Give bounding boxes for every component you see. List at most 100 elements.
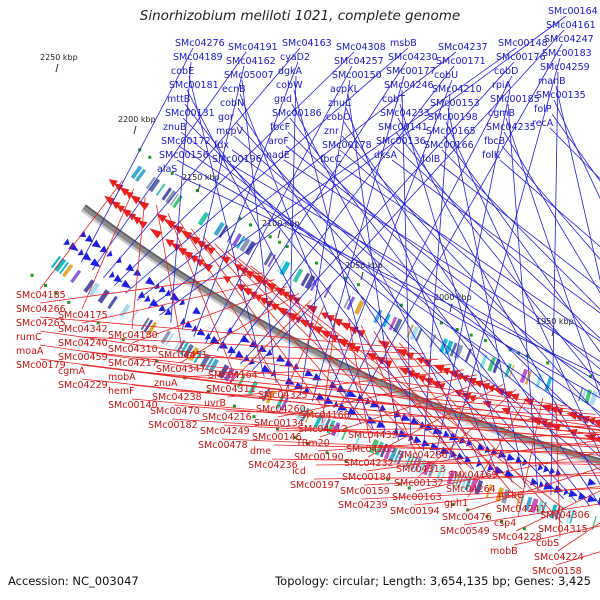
forward-label-leader <box>287 75 297 390</box>
reverse-gene-label: SMc04342 <box>58 324 108 335</box>
forward-label-leader <box>439 163 600 289</box>
reverse-gene-label: znuA <box>154 378 178 389</box>
forward-gene-label: SMc00172 <box>161 136 211 147</box>
forward-gene-label: SMc04189 <box>173 52 223 63</box>
forward-gene-label: acpXL <box>330 84 360 95</box>
forward-label-leader <box>447 107 526 488</box>
reverse-label-leader <box>39 358 600 431</box>
reverse-label-leader <box>271 458 600 465</box>
forward-gene-label: cobT <box>382 94 405 105</box>
reverse-gene-label: SMc04240 <box>58 338 108 349</box>
reverse-label-leader <box>39 316 413 349</box>
reverse-label-leader <box>81 364 600 431</box>
forward-gene-label: cobD <box>494 66 518 77</box>
reverse-label-leader <box>39 272 263 304</box>
forward-label-leader <box>553 99 600 200</box>
forward-label-leader <box>443 135 600 353</box>
forward-gene-label: SMc00177 <box>386 66 436 77</box>
reverse-gene-label: cobS <box>536 538 559 549</box>
reverse-gene-label: SMc04311 <box>206 384 256 395</box>
reverse-gene-label: SMc04264 <box>446 484 496 495</box>
forward-gene-label: fbcF <box>270 122 290 133</box>
forward-label-leader <box>235 121 578 503</box>
genome-stats-text: Topology: circular; Length: 3,654,135 bp… <box>275 574 591 588</box>
forward-gene-label: SMc00196 <box>212 154 262 165</box>
reverse-label-leader <box>229 299 312 384</box>
forward-gene-label: fbcC <box>320 154 342 165</box>
forward-gene-label: SMc00166 <box>424 140 474 151</box>
forward-gene-label: SMc00148 <box>498 38 548 49</box>
forward-label-leader <box>401 89 412 446</box>
forward-label-leader <box>170 61 192 323</box>
forward-label-leader <box>503 131 600 294</box>
reverse-gene-label: icd <box>292 466 306 477</box>
reverse-label-leader <box>360 324 421 464</box>
reverse-gene-label: SMc04241 <box>496 504 546 515</box>
forward-label-leader <box>159 15 567 316</box>
reverse-label-leader <box>81 350 583 411</box>
forward-gene-label: folP <box>534 104 552 115</box>
forward-gene-label: cobU <box>434 70 458 81</box>
forward-gene-label: mcpV <box>216 126 244 137</box>
forward-gene-label: SMc00181 <box>169 80 219 91</box>
forward-gene-label: znr <box>324 126 339 137</box>
forward-label-leader <box>241 79 277 384</box>
forward-gene-label: SMc05007 <box>224 70 274 81</box>
forward-gene-label: SMc00186 <box>272 108 322 119</box>
reverse-label-leader <box>279 306 325 404</box>
forward-gene-label: znuB <box>163 122 187 133</box>
reverse-gene-label: SMc04313 <box>396 464 446 475</box>
forward-gene-label: aroF <box>268 136 289 147</box>
forward-label-leader <box>283 159 600 362</box>
reverse-gene-label: SMc04315 <box>538 524 588 535</box>
scale-tick-mark <box>360 271 364 281</box>
forward-label-leader <box>507 103 539 492</box>
reverse-gene-label: SMc04236 <box>248 460 298 471</box>
reverse-label-leader <box>223 424 600 446</box>
reverse-label-leader <box>179 220 283 390</box>
forward-label-leader <box>147 47 517 309</box>
reverse-label-leader <box>557 522 600 552</box>
reverse-gene-label: SMc04217 <box>108 358 158 369</box>
scale-tick-mark <box>277 229 281 239</box>
reverse-label-leader <box>348 318 371 444</box>
forward-gene-label: folK <box>482 150 501 161</box>
reverse-gene-label: SMc04169 <box>448 470 498 481</box>
forward-label-leader <box>240 61 515 365</box>
forward-label-leader <box>293 89 387 436</box>
reverse-gene-label: SMc04266 <box>16 304 66 315</box>
forward-gene-label: manB <box>538 76 566 87</box>
reverse-gene-label: hemF <box>108 386 135 397</box>
forward-gene-label: SMc00165 <box>426 126 476 137</box>
reverse-label-leader <box>171 418 600 448</box>
reverse-label-leader <box>238 258 523 490</box>
forward-gene-label: SMc04257 <box>334 56 384 67</box>
reverse-label-leader <box>413 486 600 506</box>
reverse-gene-label: gph1 <box>444 498 468 509</box>
forward-gene-label: SMc00156 <box>159 150 209 161</box>
forward-label-leader <box>186 89 362 425</box>
reverse-label-leader <box>39 180 123 290</box>
reverse-gene-label: SMc04224 <box>534 552 584 563</box>
scale-tick-label: 2100 kbp <box>262 219 300 228</box>
forward-gene-label: SMc04308 <box>336 42 386 53</box>
reverse-label-leader <box>131 356 438 360</box>
reverse-gene-label: SMc04306 <box>540 510 590 521</box>
forward-gene-label: SMc00176 <box>496 52 546 63</box>
reverse-label-leader <box>131 398 600 441</box>
reverse-label-leader <box>227 369 464 398</box>
forward-label-leader <box>231 149 600 413</box>
reverse-gene-label: SMc04239 <box>338 500 388 511</box>
map-title: Sinorhizobium meliloti 1021, complete ge… <box>139 8 461 24</box>
reverse-label-leader <box>39 330 570 407</box>
scale-tick-label: 1950 kbp <box>536 317 574 326</box>
forward-label-leader <box>174 173 600 377</box>
reverse-gene-label: SMc04164 <box>208 370 258 381</box>
forward-label-leader <box>125 47 409 294</box>
forward-gene-label: dksA <box>374 150 397 161</box>
forward-label-leader <box>229 163 600 384</box>
forward-label-leader <box>80 47 194 263</box>
reverse-gene-label: SMc04265 <box>16 318 66 329</box>
reverse-gene-label: SMc04238 <box>152 392 202 403</box>
reverse-gene-label: SMc04312 <box>298 424 348 435</box>
